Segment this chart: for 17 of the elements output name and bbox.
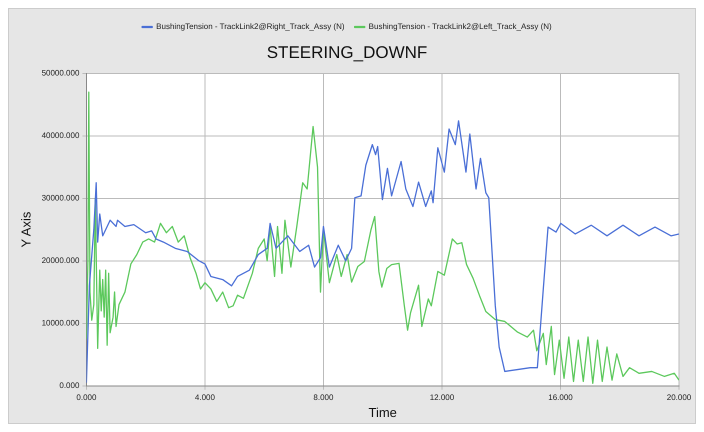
y-tick-label: 0.000 <box>59 381 80 390</box>
y-tick-label: 20000.000 <box>42 256 80 266</box>
x-tick-label: 4.000 <box>194 392 216 402</box>
x-tick-label: 12.000 <box>430 392 455 402</box>
x-axis-title: Time <box>368 404 397 420</box>
y-tick-label: 30000.000 <box>42 194 80 203</box>
y-tick-label: 40000.000 <box>42 131 80 140</box>
chart-title: STEERING_DOWNF <box>266 42 428 62</box>
y-tick-label: 10000.000 <box>42 318 80 328</box>
x-tick-label: 8.000 <box>313 392 334 402</box>
legend-label: BushingTension - TrackLink2@Right_Track_Assy (N) <box>156 22 345 32</box>
x-tick-label: 16.000 <box>548 392 574 402</box>
x-tick-label: 20.000 <box>666 392 692 402</box>
x-tick-label: 0.000 <box>76 392 97 402</box>
y-tick-label: 50000.000 <box>42 68 80 78</box>
legend-label: BushingTension - TrackLink2@Left_Track_Assy (N) <box>368 22 552 32</box>
y-axis-title: Y Axis <box>18 211 34 248</box>
